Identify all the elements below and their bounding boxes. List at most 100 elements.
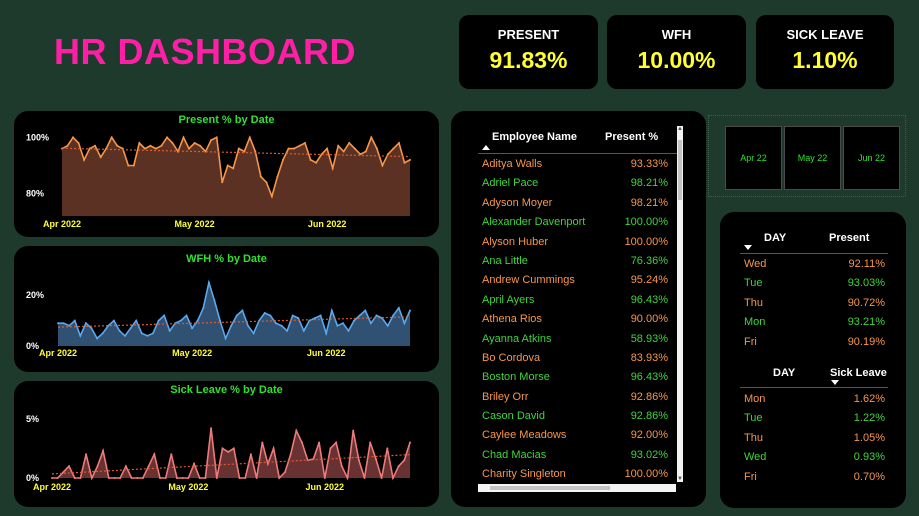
scrollbar-thumb[interactable] bbox=[490, 486, 610, 490]
data-point[interactable] bbox=[215, 136, 218, 139]
data-point[interactable] bbox=[302, 329, 305, 332]
data-point[interactable] bbox=[346, 477, 349, 479]
data-point[interactable] bbox=[270, 195, 273, 198]
data-point[interactable] bbox=[187, 477, 190, 479]
data-point[interactable] bbox=[202, 306, 205, 309]
data-point[interactable] bbox=[160, 144, 163, 147]
data-point[interactable] bbox=[96, 465, 99, 468]
table-row[interactable]: Athena Rios 90.00% bbox=[478, 309, 678, 328]
sick-leave-chart[interactable]: 5% 0%Apr 2022 May 2022 Jun 2022 bbox=[14, 381, 439, 507]
data-point[interactable] bbox=[176, 477, 178, 479]
table-row[interactable]: Alexander Davenport 100.00% bbox=[478, 212, 678, 231]
sick-leave-chart-panel[interactable]: Sick Leave % by Date 5% 0% Apr 2022 May 202… bbox=[14, 381, 439, 507]
scroll-up-icon[interactable]: ▲ bbox=[677, 126, 683, 132]
data-point[interactable] bbox=[335, 441, 338, 444]
data-point[interactable] bbox=[243, 150, 246, 153]
data-point[interactable] bbox=[204, 477, 207, 479]
data-point[interactable] bbox=[308, 319, 311, 322]
data-point[interactable] bbox=[232, 447, 235, 450]
data-point[interactable] bbox=[147, 465, 150, 468]
data-point[interactable] bbox=[247, 324, 249, 327]
data-point[interactable] bbox=[107, 477, 110, 479]
data-point[interactable] bbox=[409, 441, 411, 444]
data-point[interactable] bbox=[237, 147, 240, 150]
data-point[interactable] bbox=[274, 322, 277, 325]
sort-ascending-icon[interactable] bbox=[482, 145, 490, 150]
series-line[interactable] bbox=[52, 428, 411, 481]
table-row[interactable]: Ayanna Atkins 58.93% bbox=[478, 329, 678, 348]
data-point[interactable] bbox=[342, 150, 345, 153]
data-point[interactable] bbox=[136, 477, 139, 479]
day-cell[interactable]: Wed bbox=[744, 258, 767, 270]
data-point[interactable] bbox=[94, 144, 97, 147]
data-point[interactable] bbox=[304, 142, 306, 144]
data-point[interactable] bbox=[235, 314, 238, 317]
data-point[interactable] bbox=[353, 319, 356, 322]
data-point[interactable] bbox=[248, 136, 251, 139]
data-point[interactable] bbox=[163, 314, 166, 317]
day-cell[interactable]: Fri bbox=[744, 470, 757, 483]
data-point[interactable] bbox=[255, 477, 258, 479]
data-point[interactable] bbox=[298, 144, 301, 147]
data-point[interactable] bbox=[193, 462, 196, 465]
data-point[interactable] bbox=[364, 150, 367, 153]
data-point[interactable] bbox=[364, 309, 367, 312]
data-point[interactable] bbox=[363, 477, 366, 479]
data-point[interactable] bbox=[224, 337, 227, 340]
data-point[interactable] bbox=[179, 319, 182, 322]
present-chart[interactable]: 100% 80% Apr 2022 May 2022 Jun 2022 bbox=[14, 111, 439, 237]
data-point[interactable] bbox=[261, 441, 264, 444]
data-point[interactable] bbox=[170, 453, 173, 456]
data-point[interactable] bbox=[381, 164, 384, 167]
data-point[interactable] bbox=[286, 329, 289, 332]
data-point[interactable] bbox=[171, 142, 174, 144]
data-point[interactable] bbox=[254, 150, 257, 153]
table-row[interactable]: Cason David 92.86% bbox=[478, 406, 678, 425]
data-point[interactable] bbox=[193, 142, 196, 144]
scrollbar-thumb[interactable] bbox=[678, 140, 682, 200]
data-point[interactable] bbox=[359, 153, 362, 156]
data-point[interactable] bbox=[297, 317, 300, 320]
data-point[interactable] bbox=[238, 477, 241, 479]
data-point[interactable] bbox=[191, 327, 194, 330]
data-point[interactable] bbox=[99, 156, 102, 159]
data-point[interactable] bbox=[226, 164, 229, 167]
data-point[interactable] bbox=[124, 334, 126, 337]
data-point[interactable] bbox=[141, 477, 144, 479]
data-point[interactable] bbox=[157, 319, 160, 322]
data-point[interactable] bbox=[315, 161, 318, 164]
data-point[interactable] bbox=[199, 144, 202, 147]
table-row[interactable]: Adriel Pace 98.21% bbox=[478, 173, 678, 192]
data-point[interactable] bbox=[289, 453, 292, 456]
data-point[interactable] bbox=[90, 477, 93, 479]
data-point[interactable] bbox=[295, 429, 298, 432]
data-point[interactable] bbox=[102, 449, 105, 452]
data-point[interactable] bbox=[293, 147, 295, 150]
data-point[interactable] bbox=[352, 429, 355, 432]
data-point[interactable] bbox=[77, 142, 80, 144]
table-row[interactable]: Ana Little 76.36% bbox=[478, 251, 678, 270]
month-button-jun[interactable]: Jun 22 bbox=[843, 126, 900, 190]
data-point[interactable] bbox=[403, 459, 406, 462]
data-point[interactable] bbox=[348, 142, 351, 144]
data-point[interactable] bbox=[252, 332, 255, 335]
day-cell[interactable]: Wed bbox=[744, 451, 767, 464]
data-point[interactable] bbox=[409, 309, 411, 312]
data-point[interactable] bbox=[146, 334, 149, 337]
data-point[interactable] bbox=[84, 322, 87, 325]
column-header-day[interactable]: DAY bbox=[764, 232, 787, 244]
data-point[interactable] bbox=[116, 144, 119, 147]
data-point[interactable] bbox=[266, 462, 269, 465]
data-point[interactable] bbox=[325, 332, 328, 335]
data-point[interactable] bbox=[392, 314, 395, 317]
data-point[interactable] bbox=[164, 477, 167, 479]
data-point[interactable] bbox=[398, 142, 400, 144]
data-point[interactable] bbox=[213, 299, 216, 302]
data-point[interactable] bbox=[386, 324, 389, 327]
data-point[interactable] bbox=[166, 136, 168, 139]
data-point[interactable] bbox=[138, 142, 141, 144]
data-point[interactable] bbox=[374, 458, 377, 460]
data-point[interactable] bbox=[369, 322, 372, 325]
data-point[interactable] bbox=[230, 324, 233, 327]
data-point[interactable] bbox=[392, 147, 395, 150]
